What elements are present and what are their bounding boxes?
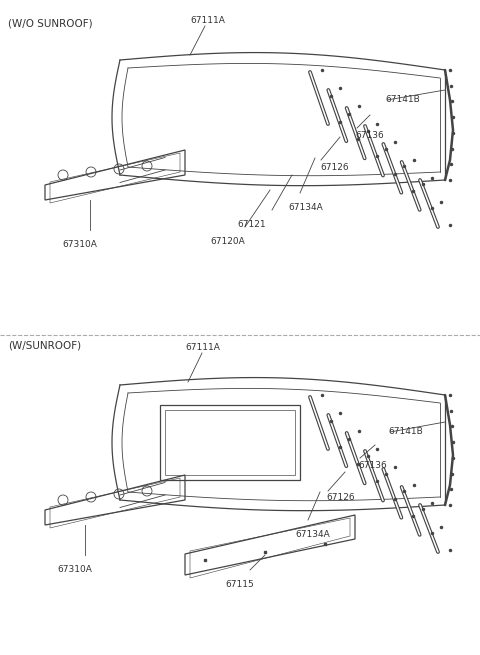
Text: (W/SUNROOF): (W/SUNROOF) — [8, 340, 81, 350]
Text: 67134A: 67134A — [288, 203, 323, 212]
Text: 67310A: 67310A — [62, 240, 97, 249]
Text: 67134A: 67134A — [295, 530, 330, 539]
Text: 67141B: 67141B — [385, 96, 420, 105]
Text: (W/O SUNROOF): (W/O SUNROOF) — [8, 18, 93, 28]
Text: 67136: 67136 — [358, 460, 387, 470]
Text: 67115: 67115 — [226, 580, 254, 589]
Text: 67126: 67126 — [320, 162, 348, 172]
Text: 67141B: 67141B — [388, 428, 423, 436]
Text: 67120A: 67120A — [211, 237, 245, 246]
Text: 67310A: 67310A — [58, 565, 93, 574]
Text: 67121: 67121 — [238, 220, 266, 229]
Text: 67126: 67126 — [326, 493, 355, 502]
Text: 67111A: 67111A — [185, 343, 220, 352]
Text: 67111A: 67111A — [190, 16, 225, 25]
Text: 67136: 67136 — [355, 130, 384, 140]
